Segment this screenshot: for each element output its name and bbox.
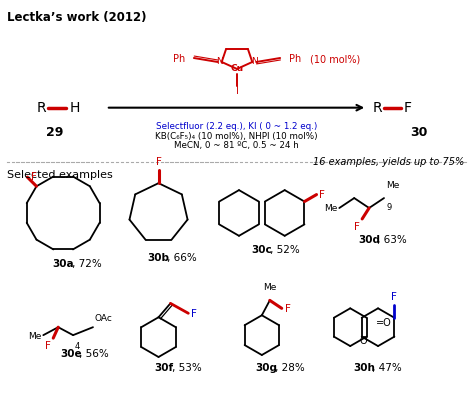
Text: Me: Me <box>263 283 276 293</box>
Text: Selectfluor (2.2 eq.), KI ( 0 ~ 1.2 eq.): Selectfluor (2.2 eq.), KI ( 0 ~ 1.2 eq.) <box>156 122 317 131</box>
Text: OAc: OAc <box>95 314 113 323</box>
Text: N: N <box>216 58 223 66</box>
Text: 30h: 30h <box>353 363 375 373</box>
Text: , 52%: , 52% <box>270 245 300 255</box>
Text: R: R <box>36 101 46 115</box>
Text: Me: Me <box>324 205 337 213</box>
Text: KB(C₆F₅)₄ (10 mol%), NHPI (10 mol%): KB(C₆F₅)₄ (10 mol%), NHPI (10 mol%) <box>155 132 318 141</box>
Text: , 63%: , 63% <box>377 235 407 245</box>
Text: 4: 4 <box>75 342 80 351</box>
Text: F: F <box>354 222 360 232</box>
Text: Ph: Ph <box>289 54 301 64</box>
Text: I: I <box>236 86 238 96</box>
Text: 30f: 30f <box>154 363 173 373</box>
Text: 30c: 30c <box>252 245 272 255</box>
Text: O: O <box>360 336 367 346</box>
Text: , 56%: , 56% <box>80 349 109 359</box>
Text: F: F <box>319 190 325 200</box>
Text: N: N <box>251 58 258 66</box>
Text: , 72%: , 72% <box>72 259 101 269</box>
Text: F: F <box>46 341 51 351</box>
Text: F: F <box>155 157 162 167</box>
Text: MeCN, 0 ~ 81 ºC, 0.5 ~ 24 h: MeCN, 0 ~ 81 ºC, 0.5 ~ 24 h <box>174 142 299 151</box>
Text: , 28%: , 28% <box>275 363 305 373</box>
Text: Selected examples: Selected examples <box>7 170 112 180</box>
Text: 30e: 30e <box>60 349 82 359</box>
Text: (10 mol%): (10 mol%) <box>310 55 360 65</box>
Text: F: F <box>404 101 412 115</box>
Text: 30d: 30d <box>358 235 380 245</box>
Text: 30g: 30g <box>256 363 278 373</box>
Text: Me: Me <box>386 181 400 190</box>
Text: , 47%: , 47% <box>373 363 402 373</box>
Text: , 53%: , 53% <box>172 363 201 373</box>
Text: Cu: Cu <box>230 64 244 73</box>
Text: 16 examples, yields up to 75%: 16 examples, yields up to 75% <box>313 157 465 167</box>
Text: 30b: 30b <box>147 253 170 263</box>
Text: R: R <box>373 101 382 115</box>
Text: F: F <box>191 309 197 319</box>
Text: F: F <box>392 292 397 302</box>
Text: Lectka’s work (2012): Lectka’s work (2012) <box>7 11 146 24</box>
Text: 29: 29 <box>46 126 63 139</box>
Text: F: F <box>285 304 291 314</box>
Text: Me: Me <box>28 332 41 341</box>
Text: 9: 9 <box>387 203 392 212</box>
Text: F: F <box>31 172 37 182</box>
Text: , 66%: , 66% <box>167 253 197 263</box>
Text: =O: =O <box>375 318 392 328</box>
Text: 30a: 30a <box>52 259 74 269</box>
Text: H: H <box>69 101 80 115</box>
Text: Ph: Ph <box>173 54 185 64</box>
Text: 30: 30 <box>410 126 428 139</box>
